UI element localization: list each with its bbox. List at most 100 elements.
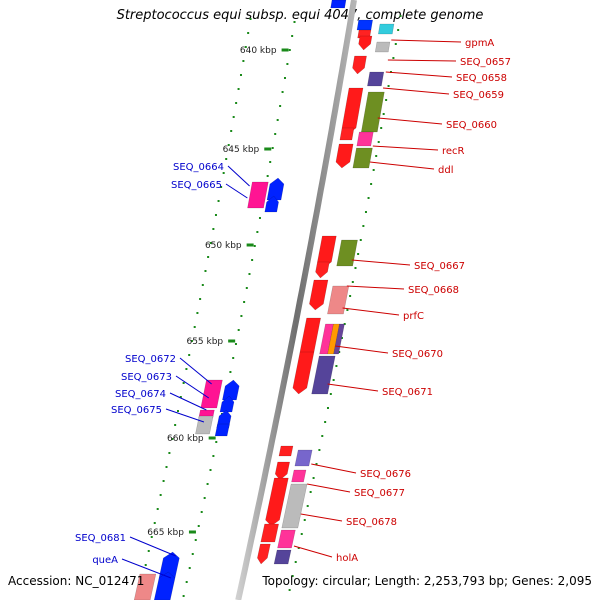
gene-block-forward — [367, 71, 385, 87]
gene-block-forward — [265, 477, 289, 527]
tick-mark — [188, 530, 196, 534]
guide-dot — [306, 505, 309, 507]
guide-dot — [220, 186, 223, 188]
guide-dot — [227, 144, 230, 146]
guide-dot — [276, 119, 279, 121]
guide-dot — [185, 581, 188, 583]
leader-line-forward — [335, 345, 389, 354]
guide-dot — [248, 273, 251, 275]
guide-dot — [147, 550, 150, 552]
guide-dot — [176, 410, 179, 412]
guide-dot — [318, 449, 321, 451]
guide-dot — [354, 267, 357, 269]
guide-dot — [288, 589, 291, 591]
gene-block-forward — [356, 19, 373, 31]
gene-label-forward: SEQ_0671 — [382, 387, 433, 398]
guide-dot — [300, 533, 303, 535]
guide-dot — [288, 49, 291, 51]
gene-block-forward — [361, 91, 385, 133]
guide-dot — [377, 141, 380, 143]
leader-line-forward — [369, 161, 435, 170]
gene-block-reverse — [330, 0, 347, 9]
leader-line-forward — [293, 545, 333, 558]
gene-block-forward — [291, 469, 307, 483]
gene-block-forward — [327, 285, 350, 315]
guide-dot — [194, 539, 197, 541]
guide-dot — [346, 309, 349, 311]
gene-block-forward — [260, 523, 279, 543]
leader-line-reverse — [165, 408, 205, 423]
guide-dot — [249, 18, 252, 20]
gene-block-reverse — [153, 571, 176, 600]
guide-dot — [283, 77, 286, 79]
guide-dot — [234, 343, 237, 345]
guide-dot — [269, 161, 272, 163]
leader-line-forward — [382, 87, 450, 95]
leader-line-forward — [327, 383, 379, 392]
guide-dot — [191, 553, 194, 555]
guide-dot — [209, 469, 212, 471]
guide-dot — [232, 116, 235, 118]
guide-dot — [392, 57, 395, 59]
guide-dot — [258, 217, 261, 219]
gene-block-reverse — [222, 379, 240, 401]
guide-dot — [251, 259, 254, 261]
guide-dot — [271, 147, 274, 149]
gene-block-reverse — [133, 573, 157, 600]
guide-dot — [321, 435, 324, 437]
gene-block-forward — [374, 41, 391, 53]
gene-label-reverse: queA — [92, 555, 118, 566]
guide-dot — [242, 60, 245, 62]
guide-dot — [182, 595, 185, 597]
topology-text: Topology: circular; Length: 2,253,793 bp… — [262, 574, 592, 588]
guide-dot — [209, 242, 212, 244]
guide-dot — [247, 32, 250, 34]
gene-label-forward: SEQ_0657 — [460, 57, 511, 68]
tick-label: 640 kbp — [240, 46, 277, 56]
guide-dot — [193, 326, 196, 328]
leader-line-reverse — [169, 392, 207, 411]
guide-dot — [201, 284, 204, 286]
guide-dot — [303, 519, 306, 521]
guide-dot — [385, 99, 388, 101]
guide-dot — [309, 491, 312, 493]
guide-dot — [204, 270, 207, 272]
guide-dot — [232, 357, 235, 359]
leader-line-forward — [351, 259, 411, 266]
gene-block-forward — [294, 449, 313, 467]
gene-block-reverse — [266, 177, 285, 201]
gene-label-forward: SEQ_0668 — [408, 285, 459, 296]
tick-label: 660 kbp — [167, 434, 204, 444]
guide-dot — [279, 105, 282, 107]
guide-dot — [370, 183, 373, 185]
gene-block-reverse — [200, 379, 223, 409]
gene-block-forward — [356, 131, 374, 147]
tick-mark — [264, 147, 272, 151]
guide-dot — [229, 371, 232, 373]
gene-block-forward — [292, 351, 315, 395]
guide-dot — [367, 197, 370, 199]
gene-block-forward — [315, 261, 330, 279]
tick-label: 650 kbp — [205, 241, 242, 251]
tick-mark — [208, 436, 216, 440]
guide-dot — [240, 315, 243, 317]
scale-ticks: 640 kbp 645 kbp 650 kbp 655 kbp 660 kbp 665 k… — [147, 46, 289, 538]
guide-dot — [196, 312, 199, 314]
gene-label-reverse: SEQ_0673 — [121, 372, 172, 383]
guide-dot — [159, 494, 162, 496]
gene-block-forward — [378, 23, 395, 35]
gene-label-forward: recR — [442, 146, 465, 157]
leader-line-forward — [387, 59, 457, 62]
guide-dot — [206, 483, 209, 485]
gene-label-forward: prfC — [403, 311, 424, 322]
guide-dot — [315, 463, 318, 465]
gene-block-reverse — [264, 195, 279, 213]
guide-dot — [237, 329, 240, 331]
guide-dot — [237, 88, 240, 90]
guide-dot — [326, 407, 329, 409]
guide-dot — [212, 455, 215, 457]
guide-dot — [179, 396, 182, 398]
guide-dot — [162, 480, 165, 482]
leader-line-reverse — [129, 536, 176, 557]
